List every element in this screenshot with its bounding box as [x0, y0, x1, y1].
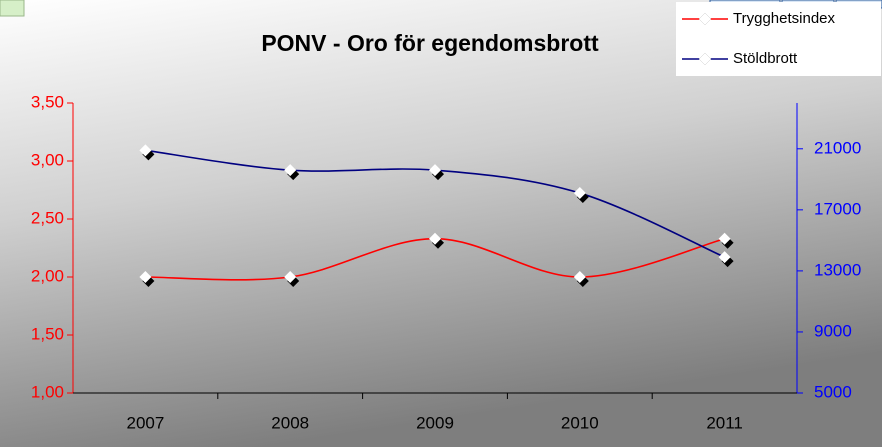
y2-tick-label: 9000: [814, 321, 852, 340]
marker: [284, 164, 297, 177]
marker: [429, 232, 441, 245]
y-tick-label: 2,50: [31, 208, 64, 227]
marker: [573, 187, 586, 200]
y-tick-label: 2,00: [31, 266, 64, 285]
marker: [139, 271, 152, 283]
marker: [139, 144, 152, 157]
marker: [284, 271, 297, 283]
x-tick-label: 2009: [416, 413, 454, 432]
y-tick-label: 1,50: [31, 324, 64, 343]
x-tick-label: 2010: [561, 413, 599, 432]
legend-marker: [698, 52, 712, 66]
legend-label: Stöldbrott: [733, 50, 798, 67]
x-tick-label: 2007: [126, 413, 164, 432]
y-tick-label: 3,00: [31, 150, 64, 169]
chart-title: PONV - Oro för egendomsbrott: [261, 30, 599, 56]
legend-marker: [698, 12, 712, 26]
marker: [718, 232, 731, 245]
y2-tick-label: 21000: [814, 138, 861, 157]
y-tick-label: 3,50: [31, 92, 64, 111]
legend-label: Trygghetsindex: [733, 10, 835, 27]
marker: [718, 251, 731, 264]
marker: [429, 164, 441, 177]
y2-tick-label: 17000: [814, 199, 861, 218]
x-tick-label: 2011: [706, 413, 743, 432]
y2-tick-label: 5000: [814, 382, 852, 401]
y-tick-label: 1,00: [31, 382, 64, 401]
y2-tick-label: 13000: [814, 260, 861, 279]
marker: [573, 271, 586, 283]
corner-decoration: [0, 0, 25, 17]
legend-box: [676, 2, 881, 76]
x-tick-label: 2008: [271, 413, 309, 432]
